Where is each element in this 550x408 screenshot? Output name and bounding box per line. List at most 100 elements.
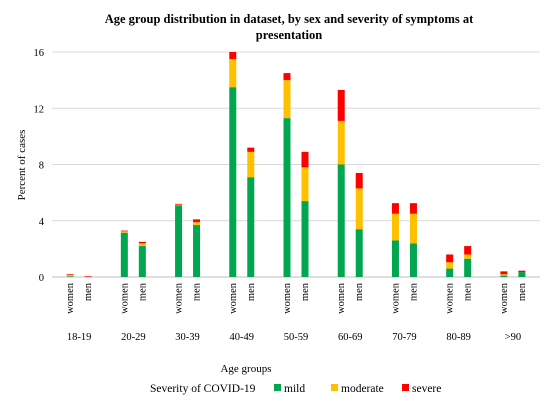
bar-80-89-women-mild <box>446 268 454 277</box>
bar-70-79-men-moderate <box>409 213 417 244</box>
sex-label-18-19-women: women <box>65 282 76 314</box>
legend-title: Severity of COVID-19 <box>150 383 256 395</box>
sex-label-60-69-women: women <box>336 282 347 314</box>
sex-label->90-men: men <box>517 282 528 301</box>
bar-18-19-men-severe <box>84 276 92 277</box>
sex-label->90-women: women <box>499 282 510 314</box>
sex-label-70-79-men: men <box>408 282 419 301</box>
legend-swatch-moderate <box>331 384 338 391</box>
age-group-label-70-79: 70-79 <box>392 332 417 343</box>
sex-label-50-59-men: men <box>300 282 311 301</box>
bar-70-79-women-moderate <box>391 213 399 241</box>
sex-label-18-19-men: men <box>83 282 94 301</box>
age-group-label->90: >90 <box>505 332 521 343</box>
y-axis-ticks: 0 4 8 12 16 <box>34 48 45 284</box>
bar-40-49-men-severe <box>247 147 255 152</box>
sex-label-40-49-men: men <box>246 282 257 301</box>
bar-70-79-men-mild <box>409 243 417 277</box>
bar-20-29-women-severe <box>120 230 128 232</box>
sex-label-20-29-men: men <box>137 282 148 301</box>
bar-40-49-women-moderate <box>229 59 237 88</box>
sex-label-60-69-men: men <box>354 282 365 301</box>
bar-60-69-women-mild <box>337 164 345 277</box>
bar-20-29-men-mild <box>138 246 146 277</box>
sex-labels: women men women men women men women men women men… <box>65 282 528 314</box>
age-group-label-30-39: 30-39 <box>175 332 200 343</box>
bar-80-89-women-moderate <box>446 262 454 269</box>
bar-20-29-women-moderate <box>120 231 128 233</box>
age-group-label-60-69: 60-69 <box>338 332 363 343</box>
sex-label-50-59-women: women <box>282 282 293 314</box>
bar-20-29-women-mild <box>120 232 128 277</box>
bar-60-69-women-severe <box>337 89 345 121</box>
bar-60-69-women-moderate <box>337 120 345 165</box>
y-tick-label-4: 4 <box>39 217 45 228</box>
bar-18-19-women-severe <box>66 274 74 275</box>
bar-30-39-men-severe <box>193 219 201 223</box>
bar-40-49-men-mild <box>247 177 255 277</box>
bar-50-59-women-moderate <box>283 80 291 119</box>
sex-label-80-89-women: women <box>445 282 456 314</box>
sex-label-30-39-men: men <box>192 282 203 301</box>
bar-18-19-women-moderate <box>66 274 74 277</box>
y-tick-label-16: 16 <box>34 48 45 59</box>
legend-label-mild: mild <box>284 383 305 395</box>
bar-60-69-men-mild <box>355 229 363 277</box>
bar-30-39-men-mild <box>193 224 201 277</box>
gridlines <box>52 51 540 278</box>
bar-80-89-women-severe <box>446 254 454 263</box>
bar-70-79-women-mild <box>391 240 399 277</box>
sex-label-80-89-men: men <box>463 282 474 301</box>
bar-50-59-men-severe <box>301 151 309 168</box>
age-group-label-40-49: 40-49 <box>230 332 255 343</box>
bar-30-39-men-moderate <box>193 222 201 225</box>
bar-60-69-men-moderate <box>355 188 363 230</box>
bars <box>66 52 526 277</box>
bar-60-69-men-severe <box>355 172 363 189</box>
bar->90-women-moderate <box>500 274 508 276</box>
bar-50-59-men-moderate <box>301 167 309 202</box>
bar-30-39-women-severe <box>175 203 183 205</box>
bar->90-women-severe <box>500 271 508 275</box>
sex-label-70-79-women: women <box>390 282 401 314</box>
age-group-labels: 18-19 20-29 30-39 40-49 50-59 60-69 70-79 80-89… <box>67 332 521 343</box>
bar-50-59-women-mild <box>283 118 291 277</box>
age-group-label-18-19: 18-19 <box>67 332 92 343</box>
bar->90-men-severe <box>518 270 526 273</box>
bar-20-29-men-moderate <box>138 243 146 247</box>
age-group-label-20-29: 20-29 <box>121 332 146 343</box>
bar-50-59-women-severe <box>283 73 291 81</box>
bar-30-39-women-moderate <box>175 204 183 206</box>
bar->90-men-mild <box>518 272 526 277</box>
sex-label-40-49-women: women <box>228 282 239 314</box>
legend-swatch-severe <box>402 384 409 391</box>
bar-80-89-men-severe <box>464 246 472 255</box>
bar-80-89-men-moderate <box>464 254 472 259</box>
legend-label-moderate: moderate <box>341 383 384 395</box>
bar-30-39-women-mild <box>175 205 183 277</box>
bar-40-49-men-moderate <box>247 151 255 178</box>
legend-label-severe: severe <box>412 383 441 395</box>
bar->90-women-mild <box>500 275 508 277</box>
legend-swatch-mild <box>274 384 281 391</box>
y-tick-label-12: 12 <box>34 104 45 115</box>
bar-20-29-men-severe <box>138 241 146 244</box>
legend: Severity of COVID-19 mild moderate sever… <box>150 383 441 395</box>
y-axis-label: Percent of cases <box>16 130 28 201</box>
chart-title-line-1: Age group distribution in dataset, by se… <box>105 12 474 26</box>
bar-70-79-women-severe <box>391 203 399 214</box>
bar-70-79-men-severe <box>409 203 417 214</box>
bar-18-19-women-mild <box>66 276 74 277</box>
bar-80-89-men-mild <box>464 258 472 277</box>
sex-label-20-29-women: women <box>119 282 130 314</box>
bar-50-59-men-mild <box>301 201 309 277</box>
bar-40-49-women-mild <box>229 87 237 277</box>
chart-title-line-2: presentation <box>256 28 322 42</box>
y-tick-label-8: 8 <box>39 161 44 172</box>
age-group-label-50-59: 50-59 <box>284 332 309 343</box>
age-group-label-80-89: 80-89 <box>446 332 471 343</box>
y-tick-label-0: 0 <box>39 273 44 284</box>
